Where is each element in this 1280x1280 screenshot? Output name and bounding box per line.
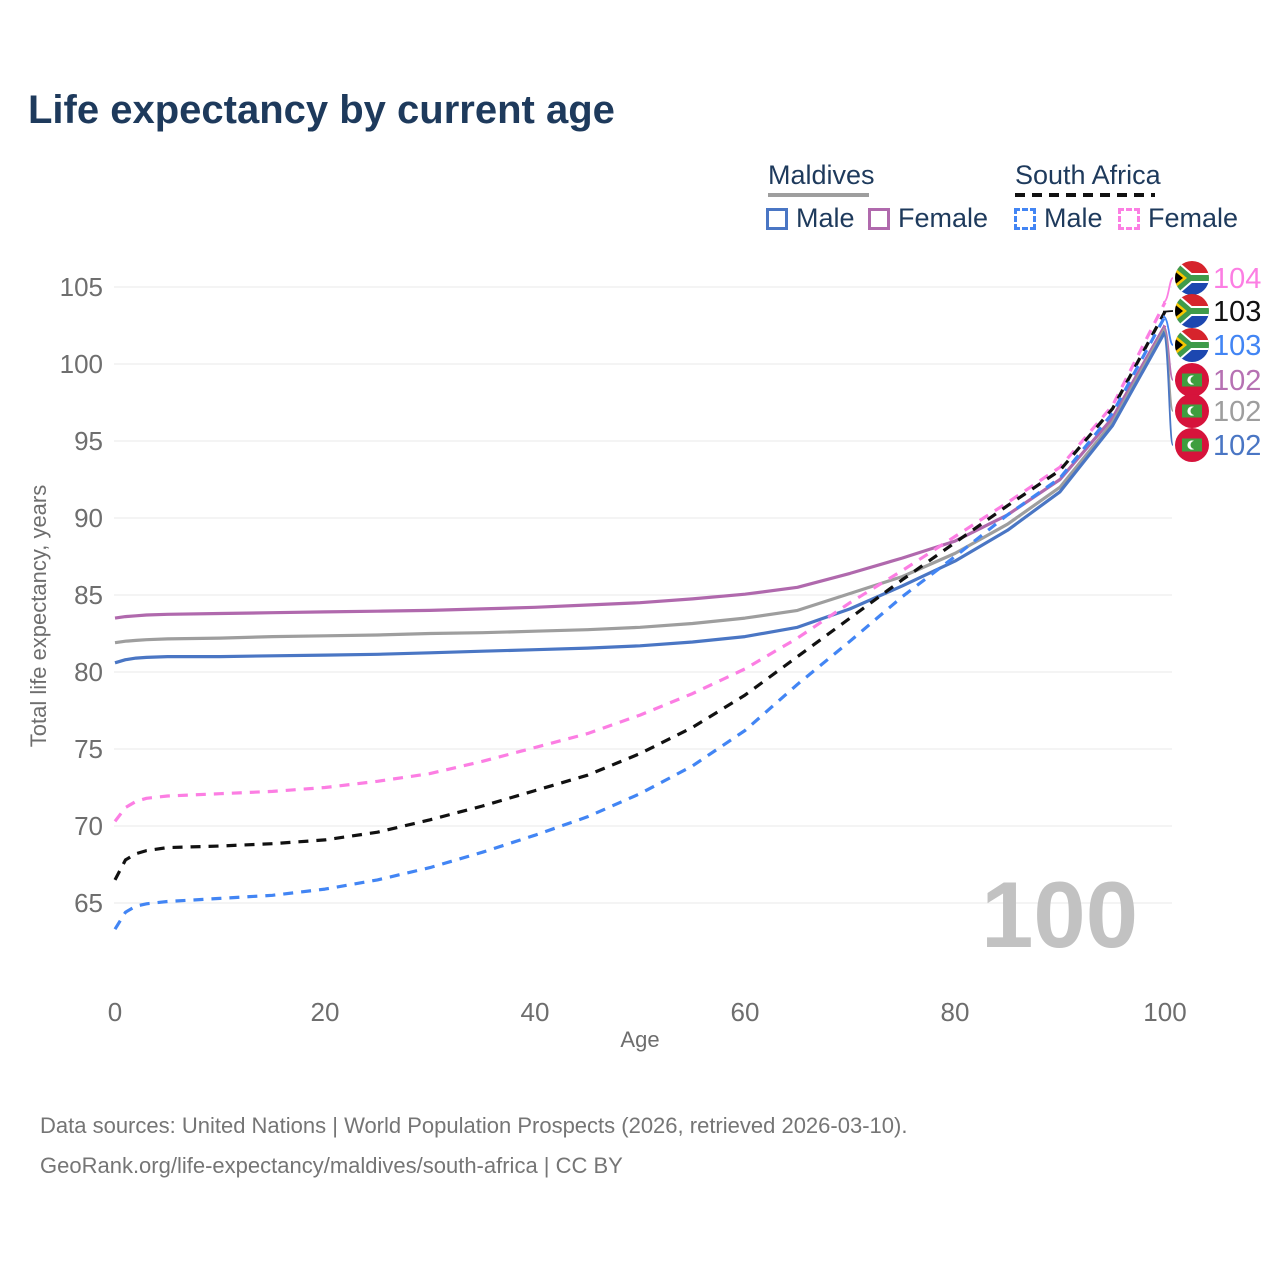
footer-attribution: GeoRank.org/life-expectancy/maldives/sou…	[40, 1153, 623, 1178]
end-label-value: 102	[1213, 365, 1261, 397]
legend-label-south-africa-female: Female	[1148, 203, 1239, 233]
x-axis-title: Age	[620, 1027, 659, 1052]
age-watermark: 100	[981, 862, 1138, 967]
series-line-maldives-male[interactable]	[114, 330, 1167, 665]
footer-data-sources: Data sources: United Nations | World Pop…	[40, 1113, 908, 1138]
end-label-connector	[1162, 277, 1174, 304]
legend-label-south-africa-male: Male	[1044, 203, 1103, 233]
end-label-value: 104	[1213, 263, 1261, 295]
y-tick-label: 70	[74, 811, 103, 841]
end-label-connector	[1162, 310, 1174, 313]
series-line-maldives-both-sexes[interactable]	[114, 327, 1167, 645]
south-africa-flag-icon	[1175, 328, 1209, 362]
y-tick-label: 85	[74, 580, 103, 610]
gridlines	[114, 286, 1172, 904]
series-line-south-africa-male[interactable]	[113, 315, 1167, 931]
x-tick-label: 20	[311, 997, 340, 1027]
legend-item-south-africa-male[interactable]: Male	[1014, 203, 1103, 234]
legend-swatch-maldives-male	[766, 207, 788, 230]
legend-item-south-africa-female[interactable]: Female	[1118, 203, 1238, 234]
legend-swatch-south-africa-female	[1118, 207, 1140, 230]
maldives-flag-icon	[1175, 428, 1209, 462]
end-label-value: 103	[1213, 296, 1261, 328]
legend-swatch-maldives-female	[868, 207, 890, 230]
legend-group-south-africa[interactable]: South Africa	[1015, 160, 1161, 190]
legend-group-maldives[interactable]: Maldives	[768, 160, 875, 190]
end-label-connector	[1162, 330, 1174, 446]
y-tick-label: 105	[60, 272, 103, 302]
x-tick-label: 80	[941, 997, 970, 1027]
series-line-south-africa-both-sexes[interactable]	[113, 310, 1167, 881]
legend-item-maldives-female[interactable]: Female	[868, 203, 988, 234]
end-label-value: 102	[1213, 396, 1261, 428]
page-title: Life expectancy by current age	[28, 88, 615, 132]
legend-label-maldives-male: Male	[796, 203, 855, 233]
end-label-connector	[1162, 327, 1174, 412]
maldives-flag-icon	[1175, 363, 1209, 397]
x-tick-label: 40	[521, 997, 550, 1027]
end-label-connector	[1162, 324, 1174, 381]
end-label-connector	[1162, 315, 1174, 346]
y-tick-label: 100	[60, 349, 103, 379]
end-label-value: 102	[1213, 430, 1261, 462]
y-tick-label: 95	[74, 426, 103, 456]
series-line-south-africa-female[interactable]	[113, 301, 1167, 823]
y-axis-title: Total life expectancy, years	[26, 485, 51, 748]
south-africa-flag-icon	[1175, 261, 1209, 295]
y-tick-label: 65	[74, 888, 103, 918]
x-tick-label: 0	[108, 997, 122, 1027]
south-africa-flag-icon	[1175, 294, 1209, 328]
series-lines	[113, 301, 1167, 931]
footer: Data sources: United Nations | World Pop…	[40, 1106, 907, 1186]
legend-underline-south-africa	[1015, 193, 1155, 197]
legend-item-maldives-male[interactable]: Male	[766, 203, 855, 234]
x-tick-label: 60	[731, 997, 760, 1027]
x-tick-label: 100	[1143, 997, 1186, 1027]
y-tick-label: 75	[74, 734, 103, 764]
legend-label-maldives-female: Female	[898, 203, 989, 233]
y-tick-label: 90	[74, 503, 103, 533]
y-tick-label: 80	[74, 657, 103, 687]
legend-underline-maldives	[768, 193, 869, 197]
axis-tick-labels: 65 70 75 80 85 90 95 100 105 0 20 40 60 80 100	[60, 272, 1187, 1027]
legend-swatch-south-africa-male	[1014, 207, 1036, 230]
maldives-flag-icon	[1175, 394, 1209, 428]
series-line-maldives-female[interactable]	[114, 324, 1167, 620]
end-label-value: 103	[1213, 330, 1261, 362]
